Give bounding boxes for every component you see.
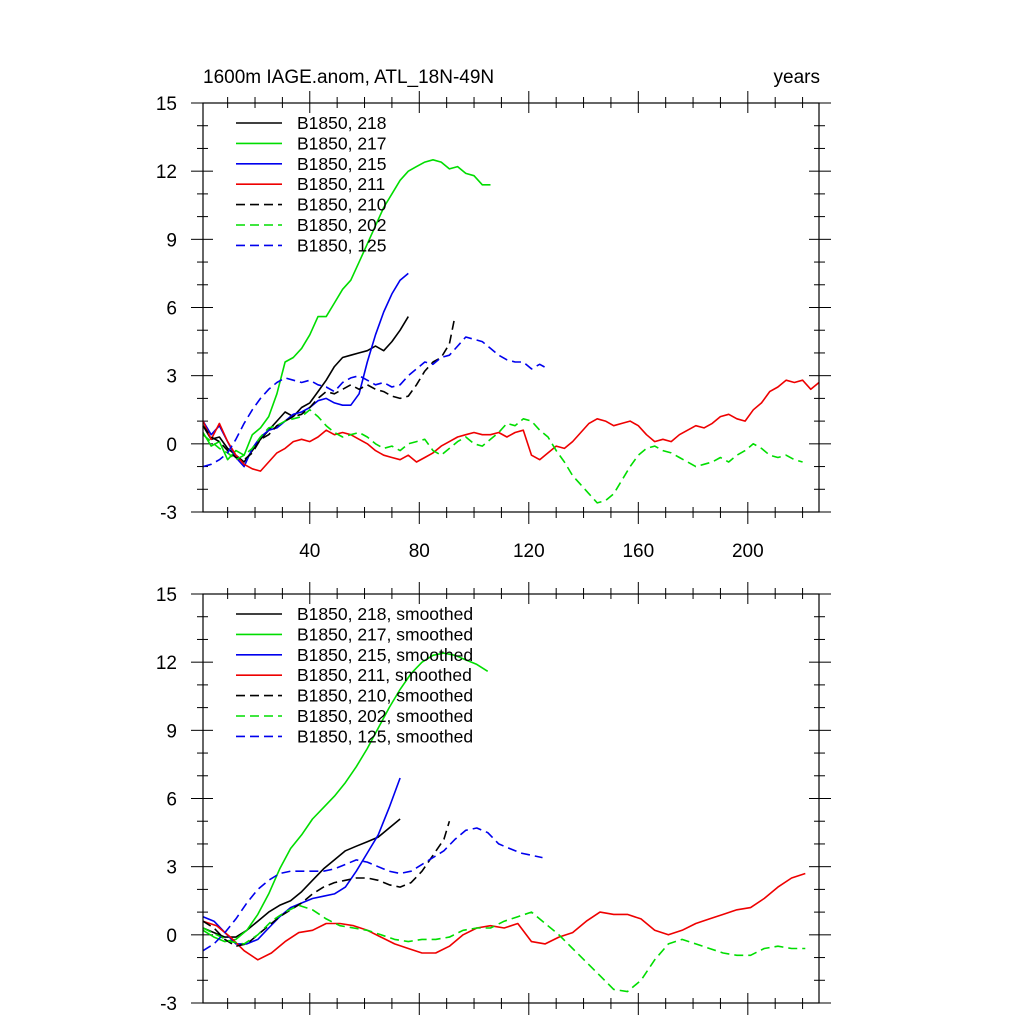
series-line-bottom-2 bbox=[202, 777, 401, 945]
x-tick-label: 200 bbox=[732, 541, 764, 562]
legend-label: B1850, 217 bbox=[297, 133, 387, 153]
series-line-top-1 bbox=[202, 159, 491, 461]
series-line-top-5 bbox=[202, 408, 803, 504]
x-tick-label: 80 bbox=[409, 541, 430, 562]
bottom-axes: -3 0 3 6 9 12 15 bbox=[156, 582, 831, 1015]
y-tick-label: 0 bbox=[166, 926, 177, 947]
legend-label: B1850, 218 bbox=[297, 113, 387, 133]
legend-label: B1850, 125 bbox=[297, 235, 387, 255]
series-line-top-2 bbox=[202, 272, 409, 468]
x-tick-label: 120 bbox=[513, 541, 545, 562]
legend-label: B1850, 215, smoothed bbox=[297, 645, 473, 665]
legend-label: B1850, 210, smoothed bbox=[297, 686, 473, 706]
legend-label: B1850, 211, smoothed bbox=[297, 665, 472, 685]
top-series-layer bbox=[202, 159, 820, 504]
legend-label: B1850, 202, smoothed bbox=[297, 706, 473, 726]
series-line-bottom-0 bbox=[202, 818, 401, 938]
series-line-bottom-4 bbox=[202, 820, 451, 948]
legend-label: B1850, 217, smoothed bbox=[297, 624, 473, 644]
y-tick-label: 12 bbox=[156, 653, 177, 674]
y-tick-label: -3 bbox=[160, 503, 177, 524]
y-tick-label: 15 bbox=[156, 585, 177, 606]
bottom-series-layer bbox=[202, 652, 806, 993]
y-tick-label: 9 bbox=[166, 721, 177, 742]
series-line-bottom-3 bbox=[202, 872, 806, 961]
y-tick-label: -3 bbox=[160, 994, 177, 1015]
y-tick-label: 3 bbox=[166, 858, 177, 879]
bottom-plot-frame bbox=[202, 593, 820, 1004]
legend-label: B1850, 125, smoothed bbox=[297, 726, 473, 746]
top-axes: -3 0 3 6 9 12 15 40 80 120 160 200 bbox=[156, 91, 831, 562]
x-tick-label: 160 bbox=[622, 541, 654, 562]
series-line-bottom-6 bbox=[202, 827, 543, 952]
series-line-bottom-1 bbox=[202, 652, 489, 943]
top-panel: 1600m IAGE.anom, ATL_18N-49N years -3 0 3 6… bbox=[156, 67, 831, 562]
series-line-top-6 bbox=[202, 336, 549, 468]
series-line-top-3 bbox=[202, 379, 820, 472]
top-plot-frame bbox=[202, 102, 820, 513]
y-tick-label: 9 bbox=[166, 230, 177, 251]
y-tick-label: 3 bbox=[166, 367, 177, 388]
y-tick-label: 12 bbox=[156, 162, 177, 183]
series-line-top-4 bbox=[202, 316, 456, 461]
legend-label: B1850, 215 bbox=[297, 154, 387, 174]
series-line-bottom-5 bbox=[202, 904, 806, 993]
y-tick-label: 0 bbox=[166, 435, 177, 456]
y-tick-label: 15 bbox=[156, 94, 177, 115]
top-chart-title: 1600m IAGE.anom, ATL_18N-49N bbox=[203, 67, 494, 88]
x-tick-label: 40 bbox=[299, 541, 320, 562]
legend-label: B1850, 202 bbox=[297, 215, 387, 235]
y-tick-label: 6 bbox=[166, 790, 177, 811]
top-chart-units: years bbox=[774, 67, 820, 88]
legend-label: B1850, 218, smoothed bbox=[297, 604, 473, 624]
legend-label: B1850, 210 bbox=[297, 195, 387, 215]
y-tick-label: 6 bbox=[166, 299, 177, 320]
legend-label: B1850, 211 bbox=[297, 174, 385, 194]
